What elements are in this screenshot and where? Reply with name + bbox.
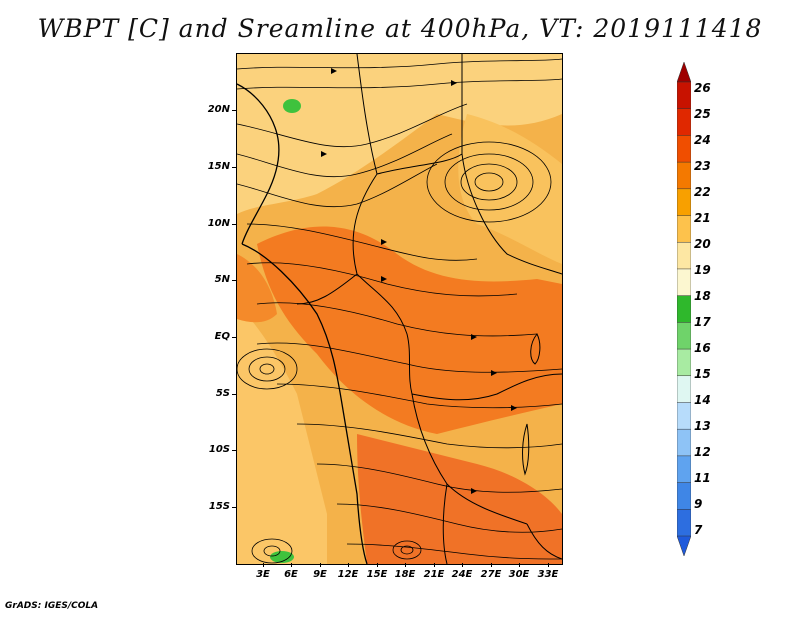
- lat-label-15n: 15N: [207, 161, 230, 172]
- lon-tick: [405, 563, 406, 567]
- colorbar-label-9: 9: [694, 497, 703, 511]
- colorbar-segment: [677, 295, 691, 324]
- colorbar-label-21: 21: [694, 211, 711, 225]
- cool-region-northeast: [458, 114, 562, 264]
- map-panel[interactable]: [236, 53, 563, 565]
- lon-label-33e: 33E: [537, 569, 559, 580]
- warm-region-sw-lobe: [237, 254, 277, 323]
- country-borders: [296, 54, 562, 564]
- streamlines: [237, 58, 562, 564]
- lat-label-20n: 20N: [207, 104, 230, 115]
- lon-tick: [320, 563, 321, 567]
- lat-label-eq: EQ: [214, 331, 230, 342]
- cold-patch-south: [270, 551, 294, 563]
- colorbar-segment: [677, 322, 691, 350]
- colorbar-segment: [677, 375, 691, 404]
- lon-label-9e: 9E: [313, 569, 327, 580]
- colorbar-segment: [677, 161, 691, 190]
- lon-label-30e: 30E: [508, 569, 530, 580]
- colorbar-segment: [677, 535, 691, 556]
- colorbar-label-25: 25: [694, 107, 711, 121]
- colorbar-segment: [677, 81, 691, 110]
- colorbar-segment: [677, 215, 691, 243]
- lake-outline: [522, 333, 541, 476]
- colorbar-label-17: 17: [694, 315, 711, 329]
- lat-tick: [232, 450, 236, 451]
- lat-tick: [232, 337, 236, 338]
- lat-tick: [232, 507, 236, 508]
- lat-label-5s: 5S: [215, 388, 230, 399]
- colorbar-label-12: 12: [694, 445, 711, 459]
- colorbar-segment: [677, 348, 691, 377]
- chart-title: WBPT [C] and Sreamline at 400hPa, VT: 20…: [37, 14, 763, 43]
- lon-tick: [434, 563, 435, 567]
- cold-patch-north: [283, 99, 301, 113]
- cool-region-north: [237, 54, 562, 214]
- lat-label-5n: 5N: [214, 274, 230, 285]
- lon-tick: [348, 563, 349, 567]
- lon-label-18e: 18E: [394, 569, 416, 580]
- lat-tick: [232, 394, 236, 395]
- lat-tick: [232, 280, 236, 281]
- lon-label-27e: 27E: [480, 569, 502, 580]
- lon-tick: [377, 563, 378, 567]
- colorbar-label-13: 13: [694, 419, 711, 433]
- streamline-arrows: [321, 68, 517, 494]
- lon-tick: [548, 563, 549, 567]
- colorbar-label-20: 20: [694, 237, 711, 251]
- cool-region-west: [237, 304, 327, 564]
- colorbar-label-7: 7: [694, 523, 703, 537]
- lon-tick: [519, 563, 520, 567]
- colorbar-label-22: 22: [694, 185, 711, 199]
- lon-label-21e: 21E: [423, 569, 445, 580]
- lon-tick: [462, 563, 463, 567]
- colorbar-segment: [677, 509, 691, 537]
- colorbar-segment: [677, 268, 691, 297]
- lon-label-12e: 12E: [337, 569, 359, 580]
- colorbar-segment: [677, 428, 691, 457]
- colorbar-label-26: 26: [694, 81, 711, 95]
- colorbar-segment: [677, 108, 691, 137]
- colorbar-label-24: 24: [694, 133, 711, 147]
- lat-label-10n: 10N: [207, 218, 230, 229]
- lat-label-15s: 15S: [208, 501, 230, 512]
- colorbar-segment: [677, 241, 691, 270]
- map-svg: [237, 54, 562, 564]
- coastline: [237, 83, 368, 564]
- colorbar-segment: [677, 455, 691, 484]
- lon-tick: [291, 563, 292, 567]
- lon-label-24e: 24E: [451, 569, 473, 580]
- footer-credit: GrADS: IGES/COLA: [5, 601, 99, 611]
- colorbar-segment: [677, 62, 691, 83]
- colorbar-label-18: 18: [694, 289, 711, 303]
- colorbar-label-14: 14: [694, 393, 711, 407]
- colorbar-label-11: 11: [694, 471, 711, 485]
- warm-region-south: [357, 434, 562, 564]
- lat-tick: [232, 224, 236, 225]
- lon-tick: [491, 563, 492, 567]
- colorbar-label-15: 15: [694, 367, 711, 381]
- lat-tick: [232, 167, 236, 168]
- colorbar-label-19: 19: [694, 263, 711, 277]
- colorbar-segment: [677, 482, 691, 511]
- colorbar-label-23: 23: [694, 159, 711, 173]
- lon-label-6e: 6E: [284, 569, 298, 580]
- colorbar-segment: [677, 402, 691, 430]
- warm-region-central: [257, 226, 562, 434]
- colorbar-segment: [677, 188, 691, 217]
- lat-label-10s: 10S: [208, 444, 230, 455]
- lon-label-3e: 3E: [256, 569, 270, 580]
- lat-tick: [232, 110, 236, 111]
- lon-label-15e: 15E: [366, 569, 388, 580]
- colorbar: [677, 62, 691, 556]
- colorbar-label-16: 16: [694, 341, 711, 355]
- lon-tick: [263, 563, 264, 567]
- colorbar-segment: [677, 135, 691, 163]
